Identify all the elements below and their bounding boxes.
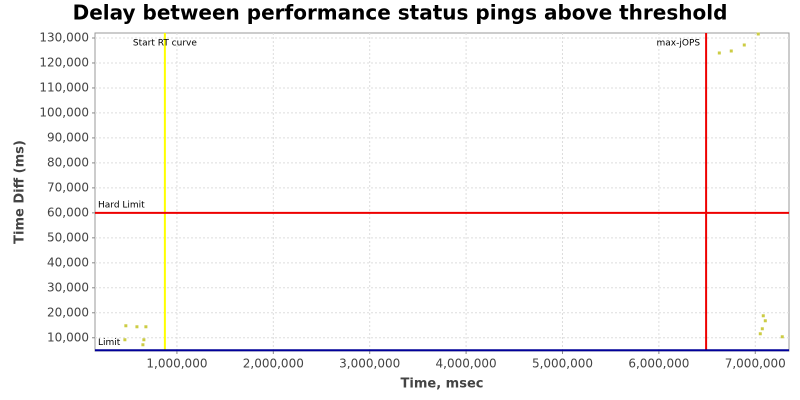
point: [144, 325, 148, 329]
point: [135, 325, 139, 329]
y-tick-label: 110,000: [39, 80, 89, 94]
x-tick-label: 5,000,000: [532, 357, 593, 371]
x-tick-label: 4,000,000: [436, 357, 497, 371]
y-tick-label: 120,000: [39, 55, 89, 69]
point: [760, 327, 764, 331]
x-tick-label: 7,000,000: [725, 357, 786, 371]
x-tick-label: 2,000,000: [243, 357, 304, 371]
plot-area: [94, 32, 790, 352]
reference-label: max-jOPS: [657, 39, 701, 49]
point: [123, 338, 127, 342]
point: [142, 338, 146, 342]
point: [758, 332, 762, 336]
y-tick-label: 100,000: [39, 105, 89, 119]
point: [717, 51, 721, 55]
point: [729, 49, 733, 53]
point: [763, 319, 767, 323]
y-tick-label: 70,000: [47, 180, 89, 194]
reference-label: Limit: [98, 338, 121, 348]
x-tick-label: 3,000,000: [339, 357, 400, 371]
point: [756, 32, 760, 36]
y-tick-label: 60,000: [47, 205, 89, 219]
point: [742, 43, 746, 47]
point: [761, 314, 765, 318]
y-tick-label: 40,000: [47, 255, 89, 269]
point: [780, 335, 784, 339]
point: [141, 343, 145, 347]
chart-title: Delay between performance status pings a…: [73, 1, 728, 25]
y-tick-label: 90,000: [47, 130, 89, 144]
y-tick-label: 30,000: [47, 280, 89, 294]
y-axis-label: Time Diff (ms): [13, 140, 28, 244]
reference-label: Hard Limit: [98, 200, 145, 210]
x-axis-label: Time, msec: [401, 377, 484, 392]
y-tick-label: 10,000: [47, 330, 89, 344]
y-tick-label: 80,000: [47, 155, 89, 169]
reference-label: Start RT curve: [133, 39, 197, 49]
y-tick-label: 50,000: [47, 230, 89, 244]
y-tick-label: 130,000: [39, 30, 89, 44]
x-tick-label: 1,000,000: [146, 357, 207, 371]
y-tick-label: 20,000: [47, 305, 89, 319]
x-tick-label: 6,000,000: [628, 357, 689, 371]
point: [124, 324, 128, 328]
